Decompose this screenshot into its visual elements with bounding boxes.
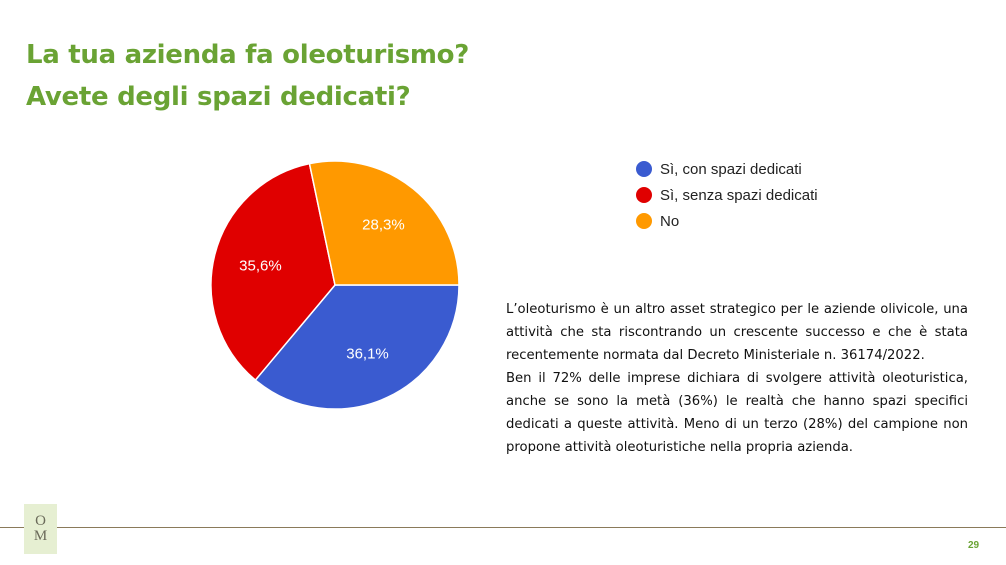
legend-item-si-con-spazi: Sì, con spazi dedicati bbox=[636, 156, 818, 182]
brand-logo: O M bbox=[24, 504, 57, 554]
chart-legend: Sì, con spazi dedicati Sì, senza spazi d… bbox=[636, 156, 818, 234]
title-line-1: La tua azienda fa oleoturismo? bbox=[26, 40, 470, 70]
legend-label: Sì, con spazi dedicati bbox=[660, 160, 802, 178]
pie-data-label: 36,1% bbox=[346, 346, 389, 363]
pie-slice-si-con-spazi bbox=[254, 284, 460, 410]
legend-label: No bbox=[660, 212, 680, 230]
legend-swatch bbox=[636, 161, 652, 177]
pie-slice-si-senza-spazi bbox=[210, 162, 336, 382]
legend-label: Sì, senza spazi dedicati bbox=[660, 186, 818, 204]
pie-data-label: 28,3% bbox=[362, 216, 405, 233]
footer-divider bbox=[0, 527, 1006, 528]
pie-data-label: 35,6% bbox=[239, 257, 282, 274]
page-title: La tua azienda fa oleoturismo? Avete deg… bbox=[26, 34, 469, 118]
description-paragraph-1: L’oleoturismo è un altro asset strategic… bbox=[506, 302, 968, 363]
pie-chart: 36,1% 35,6% 28,3% bbox=[210, 160, 460, 410]
description-text: L’oleoturismo è un altro asset strategic… bbox=[506, 298, 968, 459]
title-line-2: Avete degli spazi dedicati? bbox=[26, 82, 411, 112]
page-number: 29 bbox=[968, 540, 980, 551]
legend-item-si-senza-spazi: Sì, senza spazi dedicati bbox=[636, 182, 818, 208]
legend-item-no: No bbox=[636, 208, 818, 234]
pie-slice-no bbox=[308, 160, 460, 286]
description-paragraph-2: Ben il 72% delle imprese dichiara di svo… bbox=[506, 371, 968, 455]
legend-swatch bbox=[636, 187, 652, 203]
logo-letter-bottom: M bbox=[33, 528, 48, 544]
logo-letter-top: O bbox=[35, 513, 46, 529]
legend-swatch bbox=[636, 213, 652, 229]
